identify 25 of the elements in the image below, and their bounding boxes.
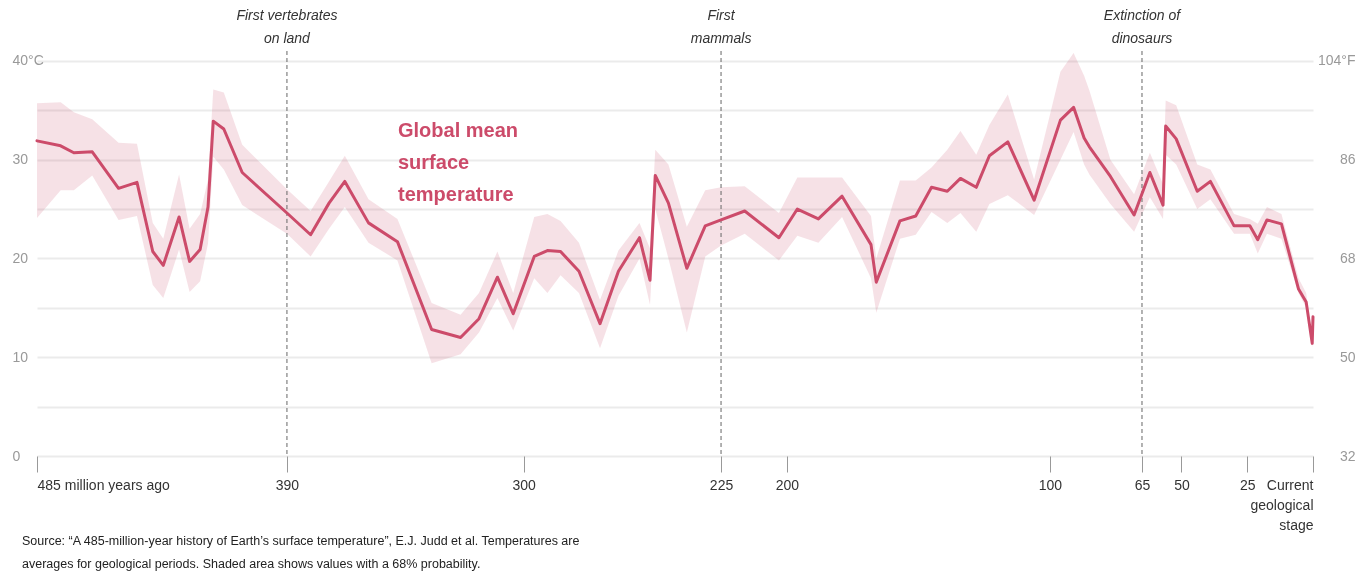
y-tick-label: 0 <box>12 447 21 464</box>
x-tick-label: 300 <box>512 476 537 493</box>
ref-line-label: First vertebrates on land <box>236 7 338 46</box>
y2-tick-label: 104°F <box>1317 52 1356 69</box>
y-tick-label: 40°C <box>12 52 44 69</box>
source-note: Source: “A 485-million-year history of Earth’s surface temperature”, E.J. Judd et al. Temperatures are averages for geological periods. Shaded area shows values with a 68% probability. <box>22 534 580 571</box>
x-tick-label: 50 <box>1174 476 1190 493</box>
x-tick-label: 390 <box>275 476 300 493</box>
line-series <box>35 105 1315 345</box>
y2-tick-label: 32 <box>1339 447 1356 464</box>
x-tick-label: 65 <box>1134 476 1151 493</box>
x-tick-label: 25 <box>1239 476 1256 493</box>
series-label: Global mean surface temperature <box>398 119 519 205</box>
x-tick-label: 100 <box>1038 476 1063 493</box>
y-tick-label: 20 <box>12 249 29 266</box>
y2-tick-label: 86 <box>1339 151 1356 168</box>
ref-line-label: Extinction of dinosaurs <box>1103 7 1183 46</box>
x-tick-label: 200 <box>775 476 800 493</box>
y-tick-label: 30 <box>12 151 29 168</box>
x-tick-label: 225 <box>709 476 734 493</box>
y2-tick-label: 50 <box>1339 348 1356 365</box>
x-tick-label: 485 million years ago <box>37 476 171 493</box>
y-tick-label: 10 <box>12 348 29 365</box>
y2-tick-label: 68 <box>1339 249 1356 266</box>
ref-line-label: First mammals <box>690 7 752 46</box>
